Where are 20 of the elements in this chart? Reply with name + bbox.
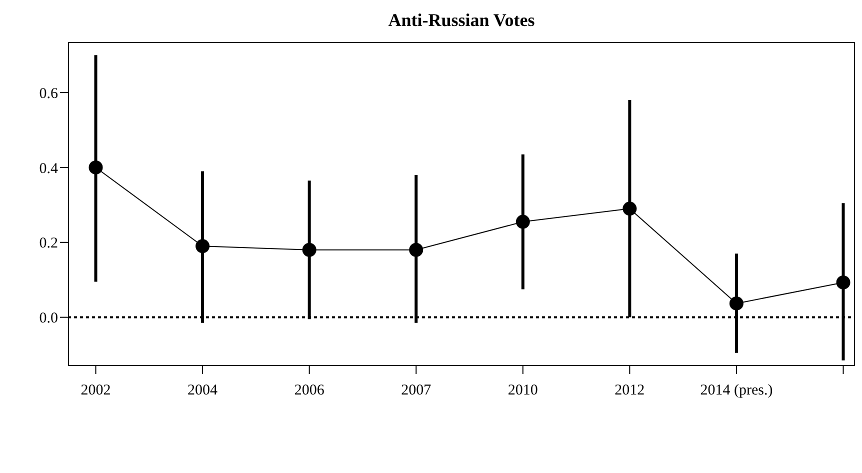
x-tick-label: 2007 <box>401 382 432 399</box>
y-tick-label: 0.4 <box>39 160 58 177</box>
x-tick-label: 2004 <box>188 382 218 399</box>
x-tick-label: 2006 <box>294 382 325 399</box>
x-tick-label: 2012 <box>614 382 645 399</box>
point <box>196 239 210 254</box>
point <box>729 296 744 310</box>
y-tick-label: 0.0 <box>39 310 58 327</box>
y-tick-label: 0.6 <box>39 86 58 102</box>
point <box>88 160 103 174</box>
y-tick-label: 0.2 <box>39 236 58 252</box>
point <box>409 242 424 257</box>
chart-title: Anti-Russian Votes <box>387 10 536 31</box>
point <box>516 214 530 229</box>
point <box>836 275 850 290</box>
x-tick-label: 2014 (pres.) <box>700 382 773 399</box>
point <box>622 202 637 216</box>
point <box>302 242 316 257</box>
x-tick-label: 2002 <box>80 382 111 399</box>
x-tick-label: 2010 <box>508 382 538 399</box>
